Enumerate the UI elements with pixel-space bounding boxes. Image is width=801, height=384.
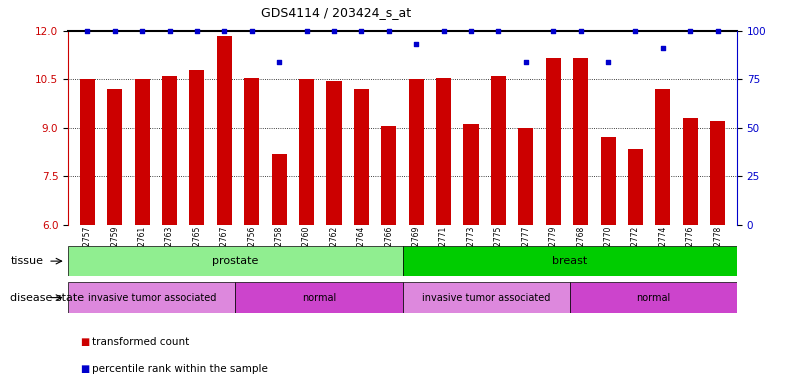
Bar	[80, 79, 95, 225]
Point	[657, 45, 670, 51]
Point	[437, 28, 450, 34]
Point	[684, 28, 697, 34]
Bar	[217, 36, 231, 225]
Bar	[545, 58, 561, 225]
Point	[574, 28, 587, 34]
Bar	[299, 79, 314, 225]
Bar	[409, 79, 424, 225]
Point	[163, 28, 176, 34]
Text: breast: breast	[552, 256, 587, 266]
Text: prostate: prostate	[212, 256, 259, 266]
Point	[382, 28, 395, 34]
Text: tissue: tissue	[10, 256, 43, 266]
Bar	[682, 118, 698, 225]
Bar	[235, 282, 402, 313]
Bar	[436, 78, 451, 225]
Text: invasive tumor associated: invasive tumor associated	[422, 293, 550, 303]
Point	[81, 28, 94, 34]
Point	[300, 28, 313, 34]
Text: disease state: disease state	[10, 293, 85, 303]
Point	[492, 28, 505, 34]
Bar	[628, 149, 643, 225]
Bar	[574, 58, 588, 225]
Bar	[68, 246, 402, 276]
Point	[245, 28, 258, 34]
Bar	[68, 282, 235, 313]
Text: normal: normal	[636, 293, 670, 303]
Text: ■: ■	[80, 364, 90, 374]
Point	[711, 28, 724, 34]
Text: transformed count: transformed count	[92, 337, 189, 347]
Point	[328, 28, 340, 34]
Point	[519, 59, 532, 65]
Bar	[710, 121, 725, 225]
Point	[108, 28, 121, 34]
Text: ■: ■	[80, 337, 90, 347]
Bar	[272, 154, 287, 225]
Bar	[518, 128, 533, 225]
Text: percentile rank within the sample: percentile rank within the sample	[92, 364, 268, 374]
Point	[355, 28, 368, 34]
Bar	[464, 124, 478, 225]
Bar	[570, 282, 737, 313]
Text: GDS4114 / 203424_s_at: GDS4114 / 203424_s_at	[261, 6, 412, 19]
Bar	[402, 282, 570, 313]
Point	[191, 28, 203, 34]
Text: invasive tumor associated: invasive tumor associated	[87, 293, 216, 303]
Point	[218, 28, 231, 34]
Bar	[402, 246, 737, 276]
Point	[602, 59, 614, 65]
Bar	[655, 89, 670, 225]
Bar	[189, 70, 204, 225]
Bar	[381, 126, 396, 225]
Bar	[601, 137, 616, 225]
Bar	[135, 79, 150, 225]
Bar	[491, 76, 506, 225]
Bar	[327, 81, 341, 225]
Point	[465, 28, 477, 34]
Point	[410, 41, 423, 47]
Text: normal: normal	[302, 293, 336, 303]
Point	[547, 28, 560, 34]
Point	[135, 28, 148, 34]
Bar	[107, 89, 123, 225]
Point	[273, 59, 286, 65]
Bar	[244, 78, 260, 225]
Bar	[354, 89, 369, 225]
Point	[629, 28, 642, 34]
Bar	[162, 76, 177, 225]
